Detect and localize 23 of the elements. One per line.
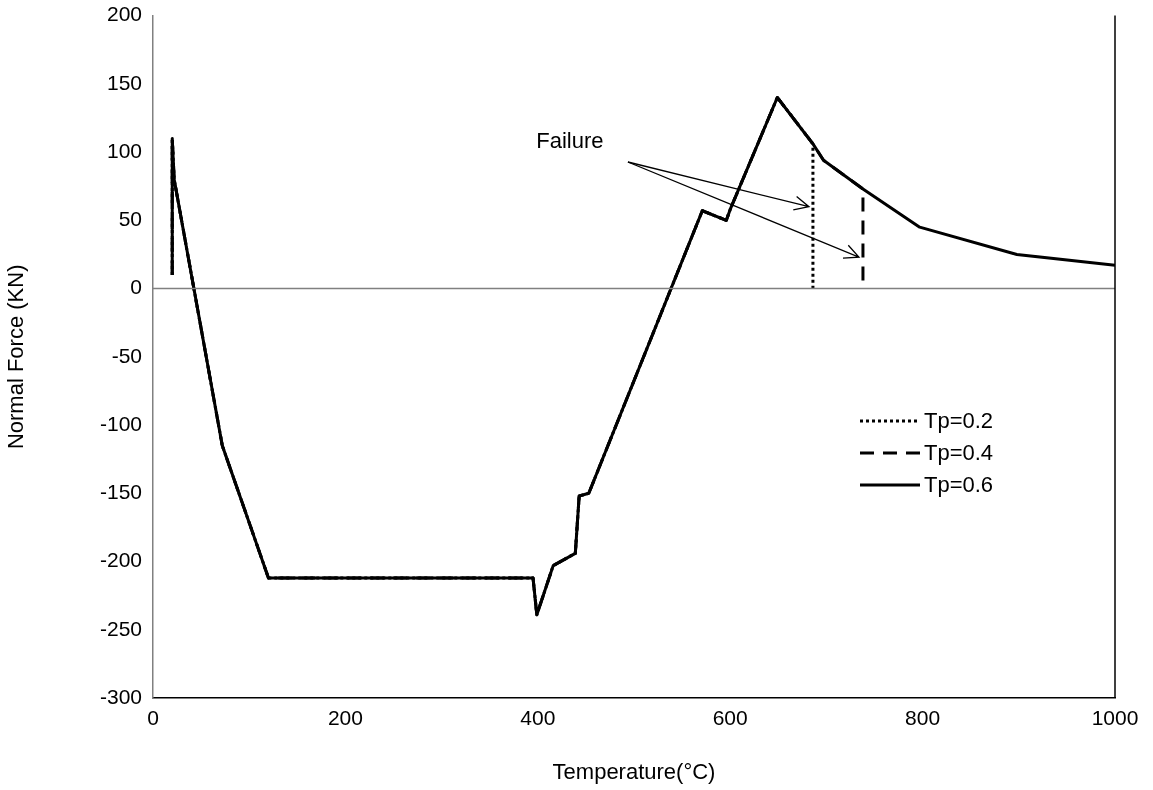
x-tick-label: 400 <box>520 706 556 730</box>
y-tick-label: 0 <box>130 275 142 299</box>
y-axis-title: Normal Force (KN) <box>3 264 29 450</box>
y-tick-label: 50 <box>118 207 142 231</box>
y-tick-label: -100 <box>99 411 142 435</box>
y-tick-label: -50 <box>111 343 142 367</box>
x-tick-label: 0 <box>147 706 159 730</box>
x-axis-title: Temperature(°C) <box>552 758 716 784</box>
x-tick-label: 800 <box>905 706 941 730</box>
y-tick-label: -300 <box>99 684 142 708</box>
x-tick-label: 200 <box>327 706 363 730</box>
legend-label: Tp=0.4 <box>924 440 994 466</box>
y-tick-label: -150 <box>99 480 142 504</box>
y-tick-label: 200 <box>106 2 142 26</box>
annotation: Failure <box>536 128 604 154</box>
y-tick-label: 150 <box>106 70 142 94</box>
x-tick-label: 1000 <box>1091 706 1139 730</box>
legend-label: Tp=0.2 <box>924 408 994 434</box>
x-tick-label: 600 <box>712 706 748 730</box>
y-tick-label: -200 <box>99 548 142 572</box>
y-tick-label: -250 <box>99 616 142 640</box>
y-tick-label: 100 <box>106 138 142 162</box>
legend-label: Tp=0.6 <box>924 472 994 498</box>
